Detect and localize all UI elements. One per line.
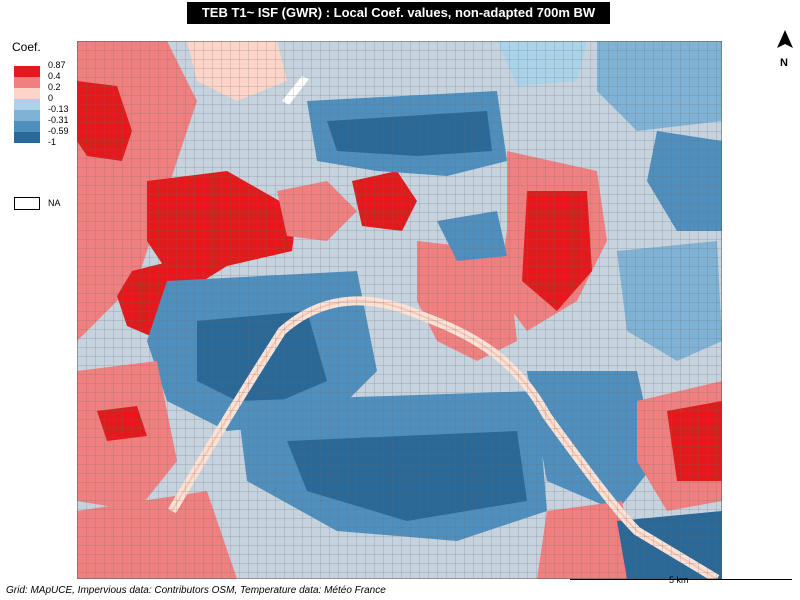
legend-break-label: 0.87 bbox=[48, 60, 66, 70]
choropleth-map bbox=[77, 41, 722, 579]
legend-swatch bbox=[14, 121, 40, 132]
legend-break-label: -1 bbox=[48, 137, 57, 147]
legend-break-label: -0.13 bbox=[48, 104, 69, 114]
legend-na-swatch bbox=[14, 197, 40, 210]
scale-label: 5 km bbox=[669, 575, 689, 585]
legend-classes: 0.87 0.4 0.2 0 -0.13 -0.31 -0.59 -1 bbox=[12, 58, 82, 147]
legend-swatch bbox=[14, 132, 40, 143]
legend-break-label: 0.4 bbox=[48, 71, 61, 81]
legend-break-label: 0.2 bbox=[48, 82, 61, 92]
parcel-grid bbox=[77, 41, 722, 579]
north-label: N bbox=[780, 57, 788, 69]
legend-na-label: NA bbox=[48, 198, 61, 208]
legend-swatch bbox=[14, 77, 40, 88]
legend-swatch bbox=[14, 66, 40, 77]
map-title: TEB T1~ ISF (GWR) : Local Coef. values, … bbox=[187, 2, 610, 24]
legend-swatch bbox=[14, 88, 40, 99]
legend-break-label: -0.31 bbox=[48, 115, 69, 125]
north-arrow-icon bbox=[777, 30, 793, 48]
source-credits: Grid: MApUCE, Impervious data: Contribut… bbox=[6, 585, 386, 596]
legend-title: Coef. bbox=[12, 40, 41, 54]
legend-break-label: -0.59 bbox=[48, 126, 69, 136]
legend: Coef. 0.87 0.4 0.2 0 -0.13 -0.31 -0.59 -1 bbox=[12, 40, 82, 147]
scale-bar bbox=[570, 579, 792, 580]
legend-swatch bbox=[14, 99, 40, 110]
legend-break-label: 0 bbox=[48, 93, 54, 103]
legend-swatch bbox=[14, 110, 40, 121]
